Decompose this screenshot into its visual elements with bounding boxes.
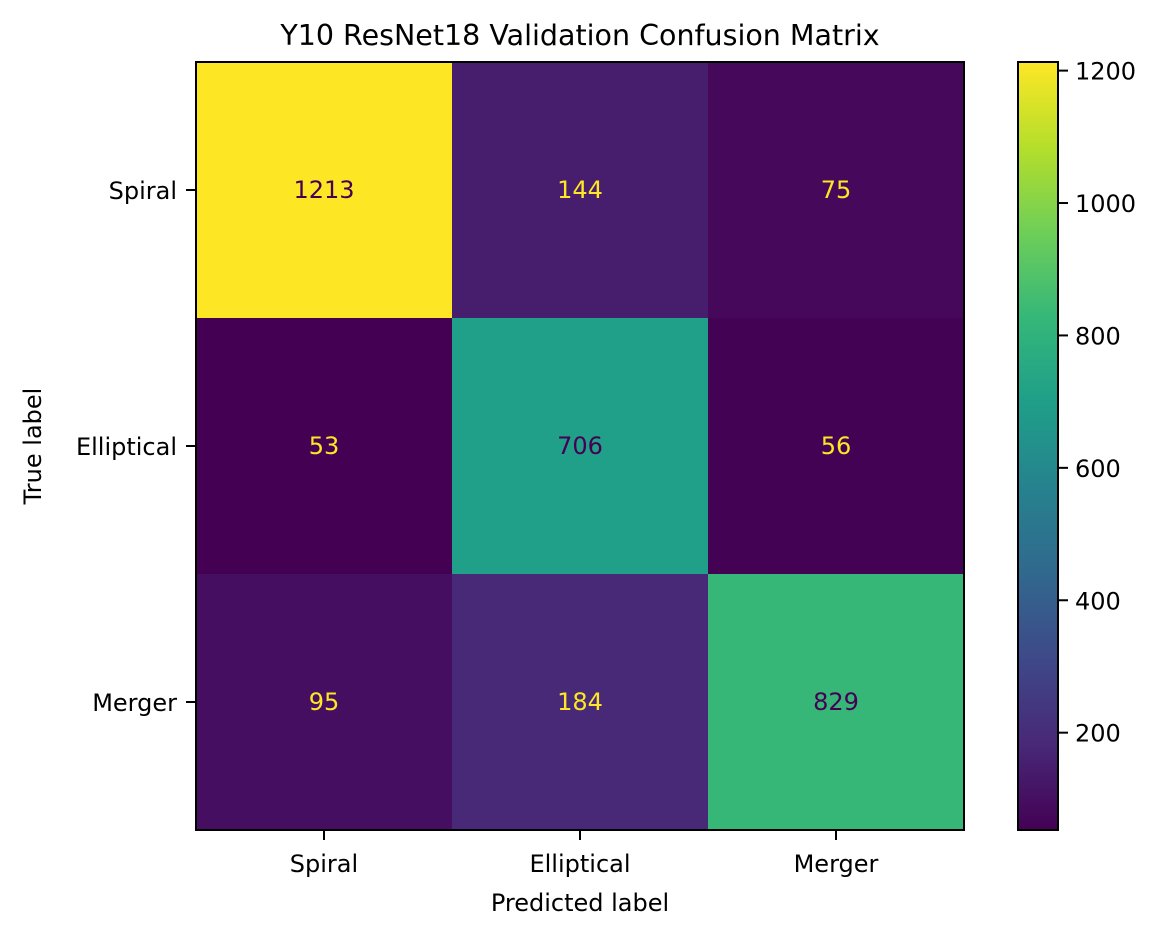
cell-value-label: 184: [557, 688, 603, 716]
cell-value-label: 95: [309, 688, 340, 716]
cell-value-label: 53: [309, 432, 340, 460]
colorbar-tick-label: 1000: [1075, 190, 1136, 218]
cell-value-label: 829: [813, 688, 859, 716]
colorbar-tick-label: 400: [1075, 587, 1121, 615]
heatmap-cell: [452, 574, 709, 831]
y-tick-label: Elliptical: [76, 433, 177, 461]
x-tick-label: Elliptical: [529, 850, 630, 878]
colorbar-tick-label: 200: [1075, 720, 1121, 748]
heatmap-cell: [196, 574, 453, 831]
colorbar-gradient: [1018, 62, 1058, 830]
cell-value-label: 75: [821, 176, 852, 204]
heatmap-cell: [708, 574, 965, 831]
x-axis-label: Predicted label: [491, 889, 669, 917]
x-tick-label: Spiral: [290, 850, 358, 878]
colorbar-tick-label: 800: [1075, 322, 1121, 350]
heatmap-cell: [452, 318, 709, 575]
heatmap-cell: [708, 318, 965, 575]
cell-value-label: 56: [821, 432, 852, 460]
cell-value-label: 1213: [293, 176, 354, 204]
chart-title: Y10 ResNet18 Validation Confusion Matrix: [279, 19, 879, 52]
heatmap-cell: [196, 62, 453, 319]
heatmap-cell: [452, 62, 709, 319]
heatmap-cell: [196, 318, 453, 575]
cell-value-label: 706: [557, 432, 603, 460]
colorbar: 200 400 600 800 1000 1200: [1017, 58, 1136, 831]
x-axis-ticks: Spiral Elliptical Merger: [290, 830, 879, 878]
cell-value-label: 144: [557, 176, 603, 204]
y-axis-label: True label: [19, 388, 47, 506]
colorbar-tick-label: 1200: [1075, 58, 1136, 86]
y-tick-label: Spiral: [109, 177, 177, 205]
colorbar-frame: [1017, 61, 1059, 831]
x-tick-label: Merger: [794, 850, 879, 878]
y-tick-label: Merger: [92, 689, 177, 717]
colorbar-tick-label: 600: [1075, 455, 1121, 483]
heatmap-cells: 1213 144 75 53 706 56 95 184 829: [196, 62, 965, 831]
y-axis-ticks: Spiral Elliptical Merger: [76, 177, 196, 717]
heatmap-cell: [708, 62, 965, 319]
